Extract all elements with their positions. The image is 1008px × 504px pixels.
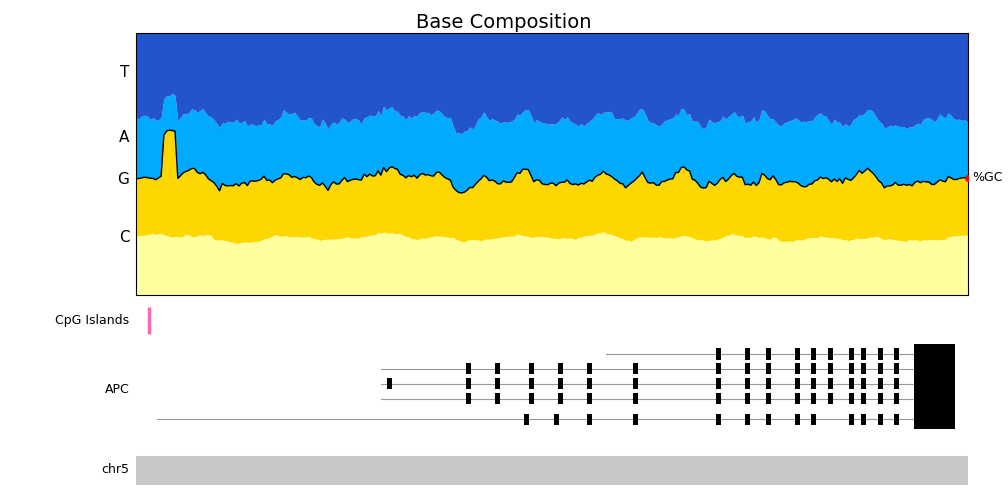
Bar (894, 378, 899, 389)
Bar (528, 363, 533, 374)
Bar (387, 378, 392, 389)
Bar (633, 378, 637, 389)
Bar (528, 378, 533, 389)
Text: Base Composition: Base Composition (416, 13, 592, 32)
Bar (716, 363, 721, 374)
Bar (633, 363, 637, 374)
Bar (861, 363, 866, 374)
Bar (766, 378, 770, 389)
Bar (894, 414, 899, 425)
Bar (878, 378, 883, 389)
Text: C: C (119, 230, 129, 244)
Bar (861, 378, 866, 389)
Bar (849, 393, 854, 404)
Bar (766, 414, 770, 425)
Bar (587, 393, 592, 404)
Bar (587, 414, 592, 425)
Text: A: A (119, 130, 129, 145)
Bar (716, 414, 721, 425)
Bar (861, 393, 866, 404)
Bar (557, 378, 562, 389)
Bar (766, 393, 770, 404)
Bar (849, 348, 854, 359)
Bar (716, 348, 721, 359)
Bar (557, 363, 562, 374)
Bar (894, 393, 899, 404)
Bar (913, 344, 956, 364)
Bar (794, 414, 799, 425)
Text: chr5: chr5 (102, 464, 129, 476)
Bar (633, 414, 637, 425)
Bar (913, 358, 956, 379)
Bar (745, 363, 750, 374)
Bar (849, 363, 854, 374)
Text: APC: APC (105, 383, 129, 396)
Bar (811, 348, 816, 359)
Bar (794, 363, 799, 374)
Text: G: G (118, 172, 129, 187)
Bar (828, 348, 833, 359)
Bar (553, 414, 558, 425)
Bar (745, 393, 750, 404)
Bar (745, 348, 750, 359)
Bar (849, 378, 854, 389)
Bar (878, 414, 883, 425)
Bar (136, 456, 968, 484)
Bar (495, 378, 500, 389)
Bar (861, 414, 866, 425)
Bar (467, 363, 471, 374)
Bar (528, 393, 533, 404)
Bar (849, 414, 854, 425)
Bar (828, 378, 833, 389)
Bar (894, 348, 899, 359)
Bar (811, 393, 816, 404)
Bar (861, 348, 866, 359)
Bar (467, 393, 471, 404)
Bar (794, 348, 799, 359)
Bar (811, 363, 816, 374)
Bar (716, 378, 721, 389)
Bar (467, 378, 471, 389)
Bar (913, 389, 956, 409)
Bar (878, 363, 883, 374)
Bar (811, 414, 816, 425)
Bar (495, 393, 500, 404)
Bar (878, 393, 883, 404)
Bar (894, 363, 899, 374)
Bar (794, 393, 799, 404)
Bar (913, 409, 956, 429)
Bar (587, 378, 592, 389)
Bar (495, 363, 500, 374)
Bar (633, 393, 637, 404)
Bar (878, 348, 883, 359)
Bar (587, 363, 592, 374)
Bar (794, 378, 799, 389)
Bar (828, 363, 833, 374)
Bar (766, 363, 770, 374)
Text: CpG Islands: CpG Islands (55, 314, 129, 327)
Bar (811, 378, 816, 389)
Bar (557, 393, 562, 404)
Bar (716, 393, 721, 404)
Bar (745, 378, 750, 389)
Text: %GC: %GC (972, 171, 1002, 184)
Bar (828, 393, 833, 404)
Bar (913, 373, 956, 394)
Bar (524, 414, 529, 425)
Bar (766, 348, 770, 359)
Text: T: T (120, 65, 129, 80)
Bar (745, 414, 750, 425)
